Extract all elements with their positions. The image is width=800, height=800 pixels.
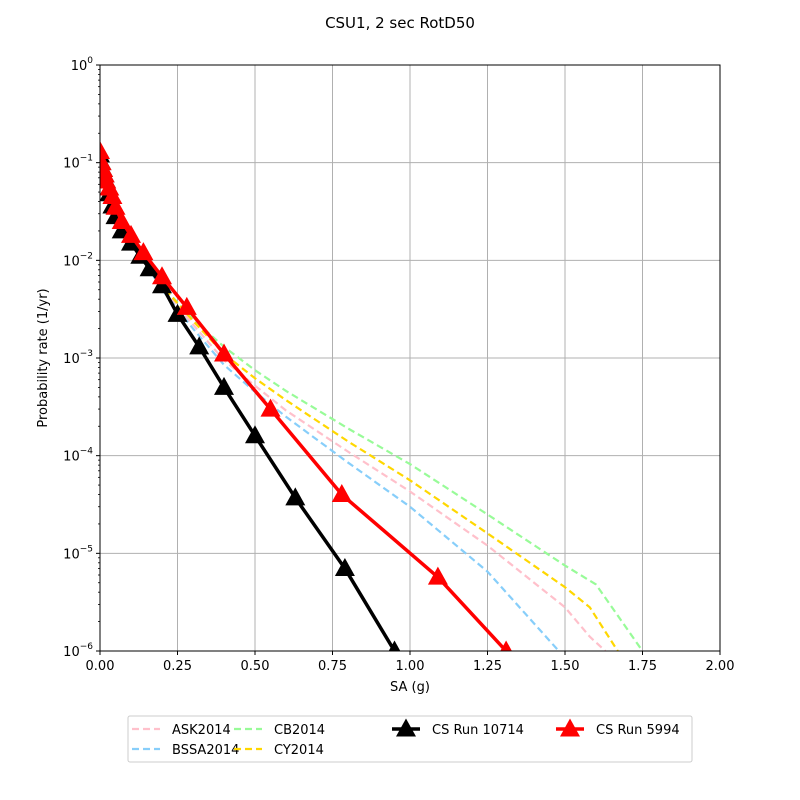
y-tick-exponent: −6 bbox=[80, 642, 94, 652]
plot-area bbox=[100, 141, 644, 651]
series-line bbox=[100, 151, 560, 651]
y-tick-base: 10 bbox=[63, 352, 80, 367]
y-tick-label: 10−3 bbox=[63, 349, 93, 367]
data-point bbox=[139, 258, 160, 277]
series-line bbox=[100, 151, 644, 651]
y-tick-label: 10−4 bbox=[63, 447, 93, 465]
x-axis-label: SA (g) bbox=[390, 680, 430, 695]
legend-label: CB2014 bbox=[274, 723, 325, 738]
data-point bbox=[105, 196, 126, 215]
data-point bbox=[285, 487, 306, 506]
data-point bbox=[167, 303, 188, 322]
y-tick-label: 10−6 bbox=[63, 642, 93, 660]
x-tick-label: 0.25 bbox=[163, 659, 192, 674]
series-cs-run-10714 bbox=[100, 144, 401, 651]
series-ask2014 bbox=[100, 151, 607, 651]
data-point bbox=[121, 224, 141, 243]
x-tick-label: 2.00 bbox=[706, 659, 735, 674]
legend-label: CS Run 5994 bbox=[596, 723, 680, 738]
y-tick-exponent: −1 bbox=[80, 154, 93, 164]
series-cs-run-5994 bbox=[100, 141, 512, 651]
y-tick-exponent: −2 bbox=[80, 251, 93, 261]
series-line bbox=[100, 154, 396, 651]
data-point bbox=[500, 640, 512, 651]
y-tick-base: 10 bbox=[63, 547, 80, 562]
grid-lines bbox=[99, 64, 721, 652]
data-point bbox=[260, 398, 281, 417]
y-tick-label: 100 bbox=[71, 56, 94, 74]
data-point bbox=[111, 210, 132, 229]
y-tick-exponent: −5 bbox=[80, 544, 93, 554]
chart-title: CSU1, 2 sec RotD50 bbox=[325, 14, 475, 32]
data-point bbox=[214, 376, 234, 395]
data-point bbox=[245, 425, 265, 444]
data-point bbox=[214, 343, 234, 362]
legend-marker bbox=[396, 718, 416, 737]
y-tick-base: 10 bbox=[63, 254, 80, 269]
y-tick-label: 10−1 bbox=[63, 154, 93, 172]
y-tick-base: 10 bbox=[71, 59, 88, 74]
y-tick-base: 10 bbox=[63, 450, 80, 465]
x-tick-label: 1.50 bbox=[551, 659, 580, 674]
legend-label: CY2014 bbox=[274, 743, 324, 758]
data-point bbox=[331, 484, 352, 503]
x-tick-label: 1.75 bbox=[628, 659, 657, 674]
series-line bbox=[100, 151, 607, 651]
x-tick-label: 1.25 bbox=[473, 659, 502, 674]
legend: ASK2014 BSSA2014 CB2014 CY2014 CS Run 10714 C… bbox=[127, 715, 693, 763]
x-axis: 0.00 0.25 0.50 0.75 1.00 1.25 1.50 1.75 2.00 bbox=[86, 651, 735, 674]
y-axis-label: Probability rate (1/yr) bbox=[36, 288, 51, 427]
data-point bbox=[176, 296, 197, 315]
y-tick-label: 10−5 bbox=[63, 544, 93, 562]
legend-label: BSSA2014 bbox=[172, 743, 239, 758]
x-tick-label: 0.00 bbox=[86, 659, 115, 674]
data-point bbox=[152, 266, 172, 285]
series-cb2014 bbox=[100, 151, 644, 651]
data-point bbox=[133, 242, 154, 261]
legend-label: CS Run 10714 bbox=[432, 723, 524, 738]
y-tick-base: 10 bbox=[63, 645, 80, 660]
data-point bbox=[427, 566, 448, 585]
legend-box bbox=[127, 715, 693, 763]
legend-marker bbox=[560, 718, 580, 737]
y-tick-exponent: −4 bbox=[80, 447, 94, 457]
x-tick-label: 0.75 bbox=[318, 659, 347, 674]
x-tick-label: 0.50 bbox=[241, 659, 270, 674]
y-tick-base: 10 bbox=[63, 157, 80, 172]
y-tick-exponent: −3 bbox=[80, 349, 93, 359]
data-point bbox=[388, 640, 401, 651]
series-bssa2014 bbox=[100, 151, 560, 651]
data-point bbox=[189, 336, 210, 355]
data-point bbox=[102, 186, 123, 205]
x-tick-label: 1.00 bbox=[396, 659, 425, 674]
y-tick-label: 10−2 bbox=[63, 251, 93, 269]
y-tick-exponent: 0 bbox=[87, 56, 93, 66]
data-point bbox=[334, 557, 355, 576]
legend-label: ASK2014 bbox=[172, 723, 231, 738]
